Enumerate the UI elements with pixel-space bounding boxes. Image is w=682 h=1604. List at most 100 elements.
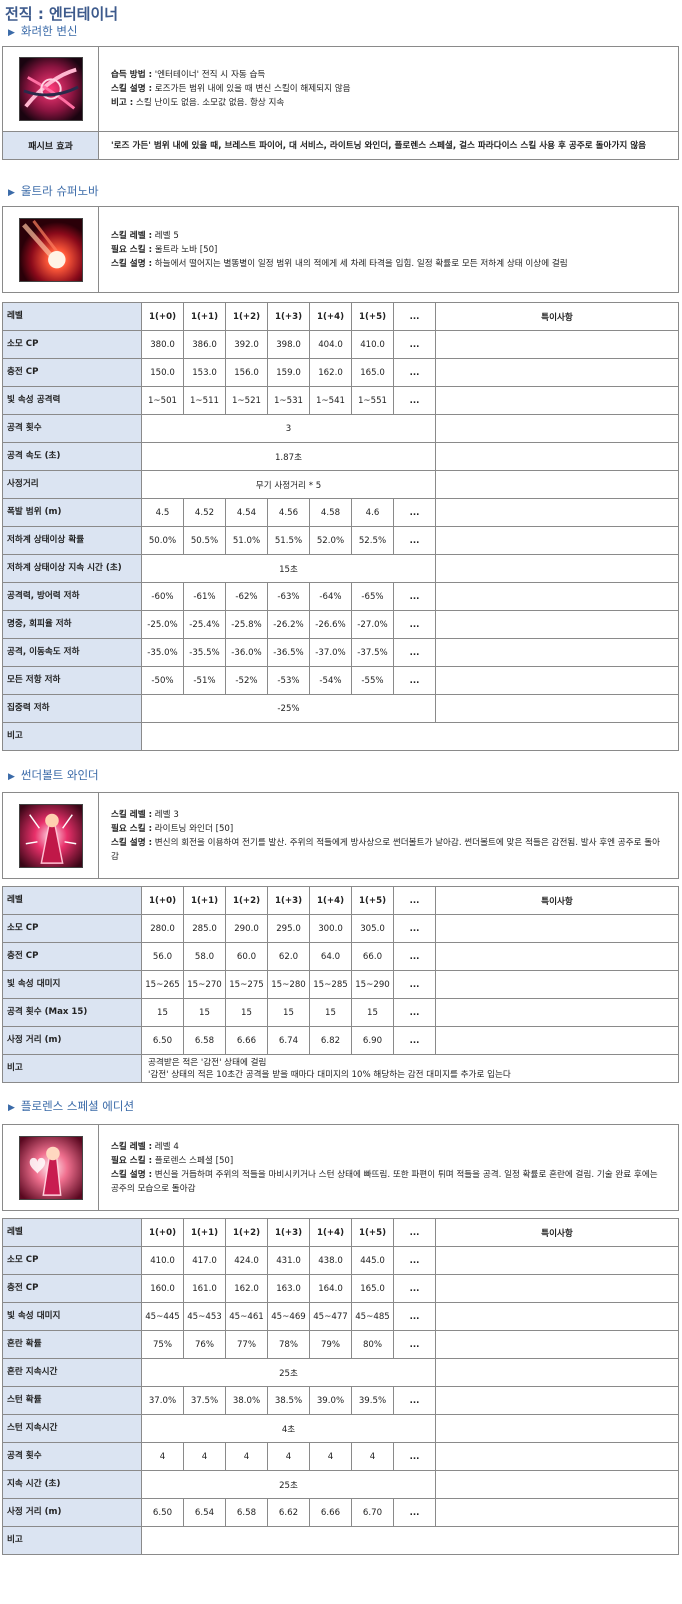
desc-label: 필요 스킬 : bbox=[111, 823, 153, 834]
table-cell: 45~469 bbox=[267, 1302, 310, 1331]
desc-line: 스킬 레벨 : 레벨 4 bbox=[111, 1140, 666, 1154]
special-note-cell bbox=[435, 942, 679, 971]
table-cell: -62% bbox=[225, 582, 268, 611]
table-cell: -37.5% bbox=[351, 638, 394, 667]
skill-icon-cell bbox=[2, 206, 99, 293]
special-note-cell bbox=[435, 1330, 679, 1359]
desc-line: 스킬 레벨 : 레벨 3 bbox=[111, 808, 666, 822]
table-cell: 6.66 bbox=[225, 1026, 268, 1055]
table-cell: 37.0% bbox=[141, 1386, 184, 1415]
table-cell: 50.0% bbox=[141, 526, 184, 555]
row-label: 공격력, 방어력 저하 bbox=[2, 582, 142, 611]
desc-line: 스킬 설명 : 변신을 거듭하며 주위의 적들을 마비시키거나 스턴 상태에 빠… bbox=[111, 1168, 666, 1196]
level-table-supernova: 레벨 1(+0) 1(+1) 1(+2) 1(+3) 1(+4) 1(+5)... 특이사항 소… bbox=[2, 302, 679, 751]
column-header: 1(+1) bbox=[183, 1218, 226, 1247]
column-header: 1(+4) bbox=[309, 886, 352, 915]
thunderbolt-skill-icon bbox=[18, 803, 83, 868]
table-cell: 165.0 bbox=[351, 358, 394, 387]
row-label: 소모 CP bbox=[2, 1246, 142, 1275]
row-label: 지속 시간 (초) bbox=[2, 1470, 142, 1499]
table-cell: ... bbox=[393, 1026, 436, 1055]
meteor-skill-icon bbox=[18, 217, 83, 282]
remarks-cell bbox=[141, 1526, 679, 1555]
table-row: 빛 속성 대미지 45~445 45~453 45~461 45~469 45~477 45… bbox=[2, 1302, 679, 1331]
special-note-cell bbox=[435, 1470, 679, 1499]
desc-line: 습득 방법 : '엔터테이너' 전직 시 자동 습득 bbox=[111, 68, 666, 82]
table-row: 공격 속도 (초) 1.87초 bbox=[2, 442, 679, 471]
special-note-cell bbox=[435, 1302, 679, 1331]
table-cell: 50.5% bbox=[183, 526, 226, 555]
column-header: 1(+1) bbox=[183, 886, 226, 915]
column-header: 1(+4) bbox=[309, 302, 352, 331]
section-heading-supernova: ▶ 울트라 슈퍼노바 bbox=[8, 184, 99, 198]
special-note-cell bbox=[435, 1386, 679, 1415]
table-cell: 45~461 bbox=[225, 1302, 268, 1331]
row-label: 스턴 지속시간 bbox=[2, 1414, 142, 1443]
section-heading-florence: ▶ 플로렌스 스페셜 에디션 bbox=[8, 1099, 135, 1113]
table-row: 사정 거리 (m) 6.50 6.58 6.66 6.74 6.82 6.90... bbox=[2, 1026, 679, 1055]
table-row: 비고 bbox=[2, 1526, 679, 1555]
table-cell: 161.0 bbox=[183, 1274, 226, 1303]
special-note-cell bbox=[435, 610, 679, 639]
table-cell: 4.58 bbox=[309, 498, 352, 527]
table-cell-merged: 1.87초 bbox=[141, 442, 436, 471]
table-cell: ... bbox=[393, 1246, 436, 1275]
column-header: 특이사항 bbox=[435, 886, 679, 915]
skill-icon-cell bbox=[2, 792, 99, 879]
table-cell: 15 bbox=[351, 998, 394, 1027]
table-cell: 15~280 bbox=[267, 970, 310, 999]
table-cell: 162.0 bbox=[309, 358, 352, 387]
table-cell: 290.0 bbox=[225, 914, 268, 943]
table-cell: ... bbox=[393, 330, 436, 359]
table-cell: 4 bbox=[141, 1442, 184, 1471]
row-label: 스턴 확률 bbox=[2, 1386, 142, 1415]
table-cell: 6.90 bbox=[351, 1026, 394, 1055]
special-note-cell bbox=[435, 1274, 679, 1303]
table-cell: -35.0% bbox=[141, 638, 184, 667]
column-header: 1(+4) bbox=[309, 1218, 352, 1247]
row-label: 소모 CP bbox=[2, 330, 142, 359]
passive-label: 패시브 효과 bbox=[2, 131, 99, 160]
column-header: 1(+0) bbox=[141, 302, 184, 331]
desc-text: 라이트닝 와인더 [50] bbox=[152, 823, 234, 834]
table-cell: 15 bbox=[141, 998, 184, 1027]
special-note-cell bbox=[435, 1442, 679, 1471]
desc-label: 스킬 설명 : bbox=[111, 837, 153, 848]
table-cell: -36.5% bbox=[267, 638, 310, 667]
special-note-cell bbox=[435, 1026, 679, 1055]
special-note-cell bbox=[435, 414, 679, 443]
desc-text: 변신의 회전을 이용하여 전기를 발산. 주위의 적들에게 방사상으로 썬더볼트… bbox=[111, 837, 661, 862]
column-header: 1(+2) bbox=[225, 302, 268, 331]
row-label: 충전 CP bbox=[2, 358, 142, 387]
table-cell: ... bbox=[393, 1274, 436, 1303]
table-cell: 295.0 bbox=[267, 914, 310, 943]
skill-info-table-hwaryeo: 습득 방법 : '엔터테이너' 전직 시 자동 습득 스킬 설명 : 로즈가든 … bbox=[2, 46, 679, 160]
special-note-cell bbox=[435, 498, 679, 527]
table-cell-merged: 무기 사정거리 * 5 bbox=[141, 470, 436, 499]
table-cell: 6.66 bbox=[309, 1498, 352, 1527]
special-note-cell bbox=[435, 998, 679, 1027]
column-header: 레벨 bbox=[2, 886, 142, 915]
table-row: 공격 횟수 3 bbox=[2, 414, 679, 443]
desc-text: 플로렌스 스페셜 [50] bbox=[152, 1155, 234, 1166]
row-label: 명중, 회피율 저하 bbox=[2, 610, 142, 639]
special-note-cell bbox=[435, 554, 679, 583]
table-cell: -53% bbox=[267, 666, 310, 695]
table-cell: 1~551 bbox=[351, 386, 394, 415]
table-cell: 6.58 bbox=[183, 1026, 226, 1055]
table-cell: 15 bbox=[309, 998, 352, 1027]
table-cell: -63% bbox=[267, 582, 310, 611]
row-label: 폭발 범위 (m) bbox=[2, 498, 142, 527]
table-row: 지속 시간 (초) 25초 bbox=[2, 1470, 679, 1499]
desc-text: 스킬 난이도 없음. 소모값 없음. 항상 지속 bbox=[133, 98, 285, 108]
table-cell: ... bbox=[393, 610, 436, 639]
column-header: 1(+0) bbox=[141, 886, 184, 915]
remarks-cell bbox=[141, 722, 679, 751]
section-heading-label: 썬더볼트 와인더 bbox=[20, 768, 99, 782]
table-cell: 15~290 bbox=[351, 970, 394, 999]
column-header: ... bbox=[393, 886, 436, 915]
table-cell: 38.0% bbox=[225, 1386, 268, 1415]
column-header: 1(+1) bbox=[183, 302, 226, 331]
page-title: 전직 : 엔터테이너 bbox=[5, 5, 119, 23]
level-table-thunder: 레벨 1(+0) 1(+1) 1(+2) 1(+3) 1(+4) 1(+5)... 특이사항 소… bbox=[2, 886, 679, 1083]
